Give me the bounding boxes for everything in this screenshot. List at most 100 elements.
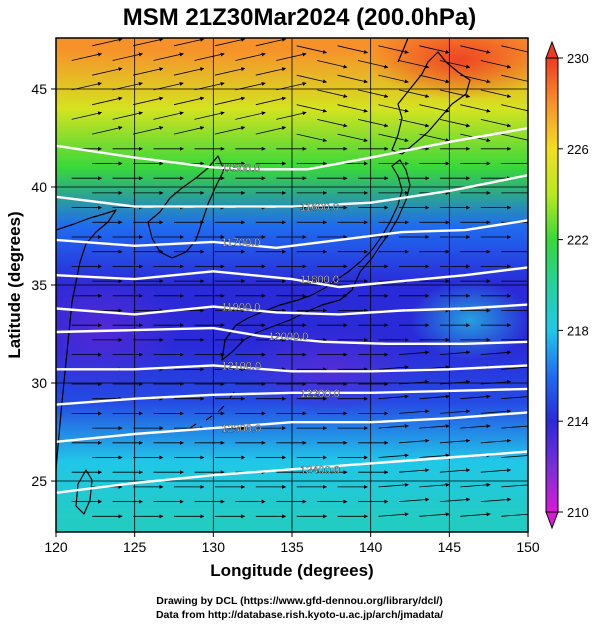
contour-label: 12100.0 <box>221 360 261 372</box>
wind-arrow <box>112 52 143 61</box>
wind-arrow <box>501 424 528 429</box>
colorbar: 210 214 218 222 226 230 <box>545 40 589 530</box>
wind-arrow <box>480 350 512 355</box>
x-tick-label: 135 <box>280 539 304 555</box>
colorbar-ticks: 210 214 218 222 226 230 <box>558 51 589 520</box>
wind-arrow <box>501 453 528 458</box>
colorbar-tick-label: 210 <box>567 505 589 520</box>
wind-arrow <box>419 133 450 143</box>
wind-arrow <box>358 60 389 69</box>
wind-arrow <box>419 394 450 400</box>
wind-arrow <box>71 52 102 61</box>
wind-arrow <box>460 424 491 429</box>
wind-arrow <box>71 111 102 120</box>
wind-arrow <box>235 111 266 120</box>
x-tick-label: 125 <box>123 539 147 555</box>
wind-arrow <box>460 104 491 113</box>
x-tick-label: 130 <box>202 539 226 555</box>
wind-arrow <box>317 60 348 69</box>
colorbar-tick-label: 226 <box>567 142 589 157</box>
credit-data: Data from http://database.rish.kyoto-u.a… <box>155 609 444 621</box>
contour-label: 12000.0 <box>269 331 309 343</box>
wind-arrow <box>419 104 450 113</box>
wind-arrow <box>337 104 368 113</box>
wind-arrow <box>173 126 205 135</box>
wind-arrow <box>358 89 389 98</box>
wind-arrow <box>255 96 287 106</box>
wind-arrow <box>153 111 184 120</box>
wind-arrow <box>317 119 348 128</box>
y-axis: 25 30 35 40 45 <box>31 81 56 489</box>
y-tick-label: 30 <box>31 375 47 391</box>
contour-label: 12400.0 <box>300 464 340 476</box>
wind-arrow <box>194 52 225 61</box>
wind-arrow <box>235 52 266 61</box>
wind-arrow <box>358 119 389 128</box>
wind-arrow <box>480 497 512 502</box>
wind-arrow <box>460 74 491 84</box>
wind-arrow <box>112 111 143 120</box>
wind-arrow <box>133 96 164 106</box>
wind-arrow <box>439 379 471 385</box>
wind-arrow <box>133 38 164 47</box>
wind-arrow <box>276 111 307 120</box>
wind-arrow <box>501 45 528 54</box>
y-axis-label: Latitude (degrees) <box>5 211 24 358</box>
wind-arrow <box>214 96 246 106</box>
wind-arrow <box>276 81 307 91</box>
wind-arrow <box>501 394 528 400</box>
colorbar-tick-label: 214 <box>567 414 589 429</box>
wind-arrow <box>92 38 123 47</box>
wind-arrow <box>296 133 327 143</box>
wind-arrow <box>419 45 450 54</box>
colorbar-body <box>545 57 559 513</box>
contour-line <box>56 127 528 171</box>
plot-area: 11500.0 11600.0 11700.0 11800.0 11900.0 12000… <box>5 37 540 580</box>
wind-arrow <box>480 438 512 444</box>
y-tick-label: 40 <box>31 179 47 195</box>
x-tick-label: 150 <box>516 539 540 555</box>
wind-arrow <box>439 119 471 128</box>
wind-arrow <box>92 126 123 135</box>
contour-label: 11600.0 <box>300 202 339 214</box>
wind-arrow <box>460 394 491 400</box>
contour-line <box>56 266 528 289</box>
colorbar-tick-label: 218 <box>567 323 589 338</box>
wind-arrow <box>133 67 164 76</box>
wind-arrow <box>398 89 430 98</box>
wind-arrow <box>378 45 409 54</box>
wind-arrow <box>501 365 528 370</box>
wind-arrow <box>398 379 430 385</box>
x-tick-label: 145 <box>438 539 462 555</box>
wind-arrow <box>214 67 246 76</box>
wind-arrow <box>133 126 164 135</box>
wind-arrow <box>398 438 430 444</box>
wind-arrow <box>480 119 512 128</box>
wind-arrow <box>337 45 368 54</box>
height-contours: 11500.0 11600.0 11700.0 11800.0 11900.0 12000… <box>56 127 528 494</box>
wind-arrow <box>480 468 512 473</box>
contour-label: 11700.0 <box>221 237 260 249</box>
wind-arrow <box>419 453 450 458</box>
ryukyu-islands <box>189 391 235 429</box>
wind-arrow <box>419 512 450 517</box>
wind-arrow <box>378 133 409 143</box>
wind-arrow <box>480 409 512 414</box>
wind-arrow <box>439 409 471 414</box>
wind-arrow <box>378 482 409 488</box>
y-tick-label: 45 <box>31 81 47 97</box>
wind-arrow <box>173 96 205 106</box>
wind-arrow <box>398 497 430 502</box>
wind-arrow <box>317 89 348 98</box>
credit-drawing: Drawing by DCL (https://www.gfd-dennou.o… <box>156 595 443 607</box>
colorbar-bottom-arrow <box>545 511 559 530</box>
wind-arrow <box>92 67 123 76</box>
wind-arrow <box>501 512 528 517</box>
wind-arrow <box>337 74 368 84</box>
wind-arrow <box>112 81 143 91</box>
y-tick-label: 25 <box>31 473 47 489</box>
wind-arrow <box>419 424 450 429</box>
wind-arrow <box>194 111 225 120</box>
wind-arrow <box>337 133 368 143</box>
